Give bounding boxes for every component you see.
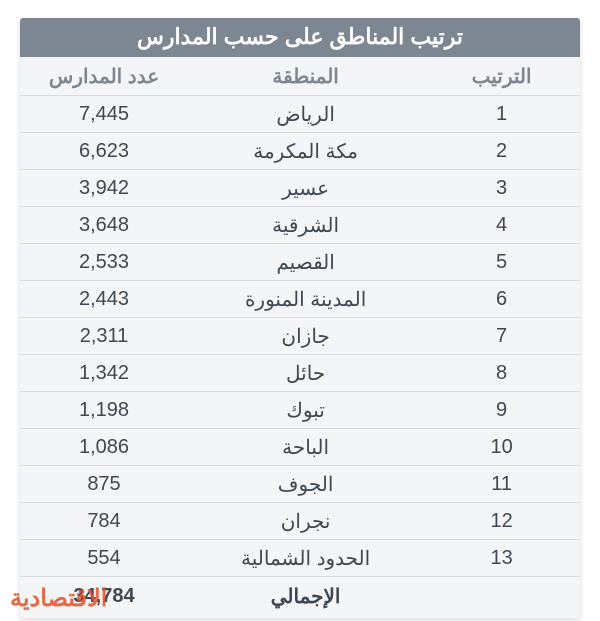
cell-count: 3,942 — [20, 170, 188, 207]
cell-rank: 12 — [423, 503, 580, 540]
cell-count: 784 — [20, 503, 188, 540]
cell-region: الشرقية — [188, 207, 423, 244]
table-title: ترتيب المناطق على حسب المدارس — [20, 18, 580, 57]
cell-rank: 9 — [423, 392, 580, 429]
table-row: 7جازان2,311 — [20, 318, 580, 355]
cell-region: مكة المكرمة — [188, 133, 423, 170]
cell-region: القصيم — [188, 244, 423, 281]
col-header-region: المنطقة — [188, 57, 423, 96]
cell-count: 6,623 — [20, 133, 188, 170]
cell-count: 1,342 — [20, 355, 188, 392]
cell-count: 2,311 — [20, 318, 188, 355]
cell-rank: 1 — [423, 96, 580, 133]
cell-count: 1,198 — [20, 392, 188, 429]
cell-region: تبوك — [188, 392, 423, 429]
watermark-text: الاقتصادية — [10, 584, 107, 613]
cell-region: الجوف — [188, 466, 423, 503]
cell-count: 3,648 — [20, 207, 188, 244]
table-row: 10الباحة1,086 — [20, 429, 580, 466]
cell-rank: 8 — [423, 355, 580, 392]
table-row: 1الرياض7,445 — [20, 96, 580, 133]
header-row: الترتيب المنطقة عدد المدارس — [20, 57, 580, 96]
cell-region: عسير — [188, 170, 423, 207]
total-label: الإجمالي — [188, 577, 423, 619]
cell-rank: 11 — [423, 466, 580, 503]
cell-rank: 5 — [423, 244, 580, 281]
cell-region: نجران — [188, 503, 423, 540]
cell-region: الباحة — [188, 429, 423, 466]
table-container: ترتيب المناطق على حسب المدارس الترتيب ال… — [20, 18, 580, 618]
table-row: 12نجران784 — [20, 503, 580, 540]
cell-rank: 7 — [423, 318, 580, 355]
cell-region: جازان — [188, 318, 423, 355]
cell-count: 2,533 — [20, 244, 188, 281]
table-row: 4الشرقية3,648 — [20, 207, 580, 244]
cell-rank: 6 — [423, 281, 580, 318]
cell-rank: 3 — [423, 170, 580, 207]
cell-rank: 4 — [423, 207, 580, 244]
table-row: 5القصيم2,533 — [20, 244, 580, 281]
cell-count: 7,445 — [20, 96, 188, 133]
cell-region: الرياض — [188, 96, 423, 133]
cell-count: 875 — [20, 466, 188, 503]
cell-count: 554 — [20, 540, 188, 577]
table-row: 2مكة المكرمة6,623 — [20, 133, 580, 170]
cell-region: الحدود الشمالية — [188, 540, 423, 577]
cell-rank: 13 — [423, 540, 580, 577]
table-row: 13الحدود الشمالية554 — [20, 540, 580, 577]
cell-region: المدينة المنورة — [188, 281, 423, 318]
col-header-rank: الترتيب — [423, 57, 580, 96]
table-row: 3عسير3,942 — [20, 170, 580, 207]
cell-rank: 2 — [423, 133, 580, 170]
cell-region: حائل — [188, 355, 423, 392]
total-blank — [423, 577, 580, 619]
table-row: 9تبوك1,198 — [20, 392, 580, 429]
cell-count: 2,443 — [20, 281, 188, 318]
table-row: 6المدينة المنورة2,443 — [20, 281, 580, 318]
regions-table: الترتيب المنطقة عدد المدارس 1الرياض7,445… — [20, 57, 580, 618]
table-row: 8حائل1,342 — [20, 355, 580, 392]
cell-rank: 10 — [423, 429, 580, 466]
col-header-count: عدد المدارس — [20, 57, 188, 96]
cell-count: 1,086 — [20, 429, 188, 466]
table-body: 1الرياض7,4452مكة المكرمة6,6233عسير3,9424… — [20, 96, 580, 619]
table-row: 11الجوف875 — [20, 466, 580, 503]
